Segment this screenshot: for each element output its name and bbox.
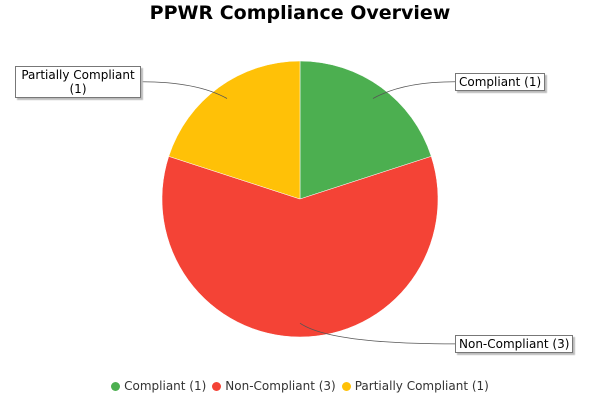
slice-label: Compliant (1) bbox=[455, 72, 546, 91]
legend: Compliant (1) Non-Compliant (3) Partially … bbox=[0, 379, 600, 393]
leader-line bbox=[372, 81, 456, 99]
slice-label: Non-Compliant (3) bbox=[455, 334, 574, 353]
legend-item: Non-Compliant (3) bbox=[212, 379, 336, 393]
slice-label: Partially Compliant (1) bbox=[15, 65, 141, 98]
legend-label: Compliant (1) bbox=[124, 379, 207, 393]
leader-line bbox=[299, 322, 456, 345]
legend-label: Partially Compliant (1) bbox=[354, 379, 489, 393]
legend-swatch bbox=[111, 381, 121, 391]
pie-slice bbox=[299, 60, 432, 200]
pie-slice bbox=[161, 156, 439, 338]
leader-line bbox=[140, 81, 228, 99]
legend-item: Partially Compliant (1) bbox=[341, 379, 489, 393]
chart-title: PPWR Compliance Overview bbox=[149, 2, 451, 24]
legend-swatch bbox=[212, 381, 222, 391]
legend-swatch bbox=[341, 381, 351, 391]
legend-label: Non-Compliant (3) bbox=[225, 379, 336, 393]
pie-slice bbox=[168, 60, 301, 200]
legend-item: Compliant (1) bbox=[111, 379, 206, 393]
